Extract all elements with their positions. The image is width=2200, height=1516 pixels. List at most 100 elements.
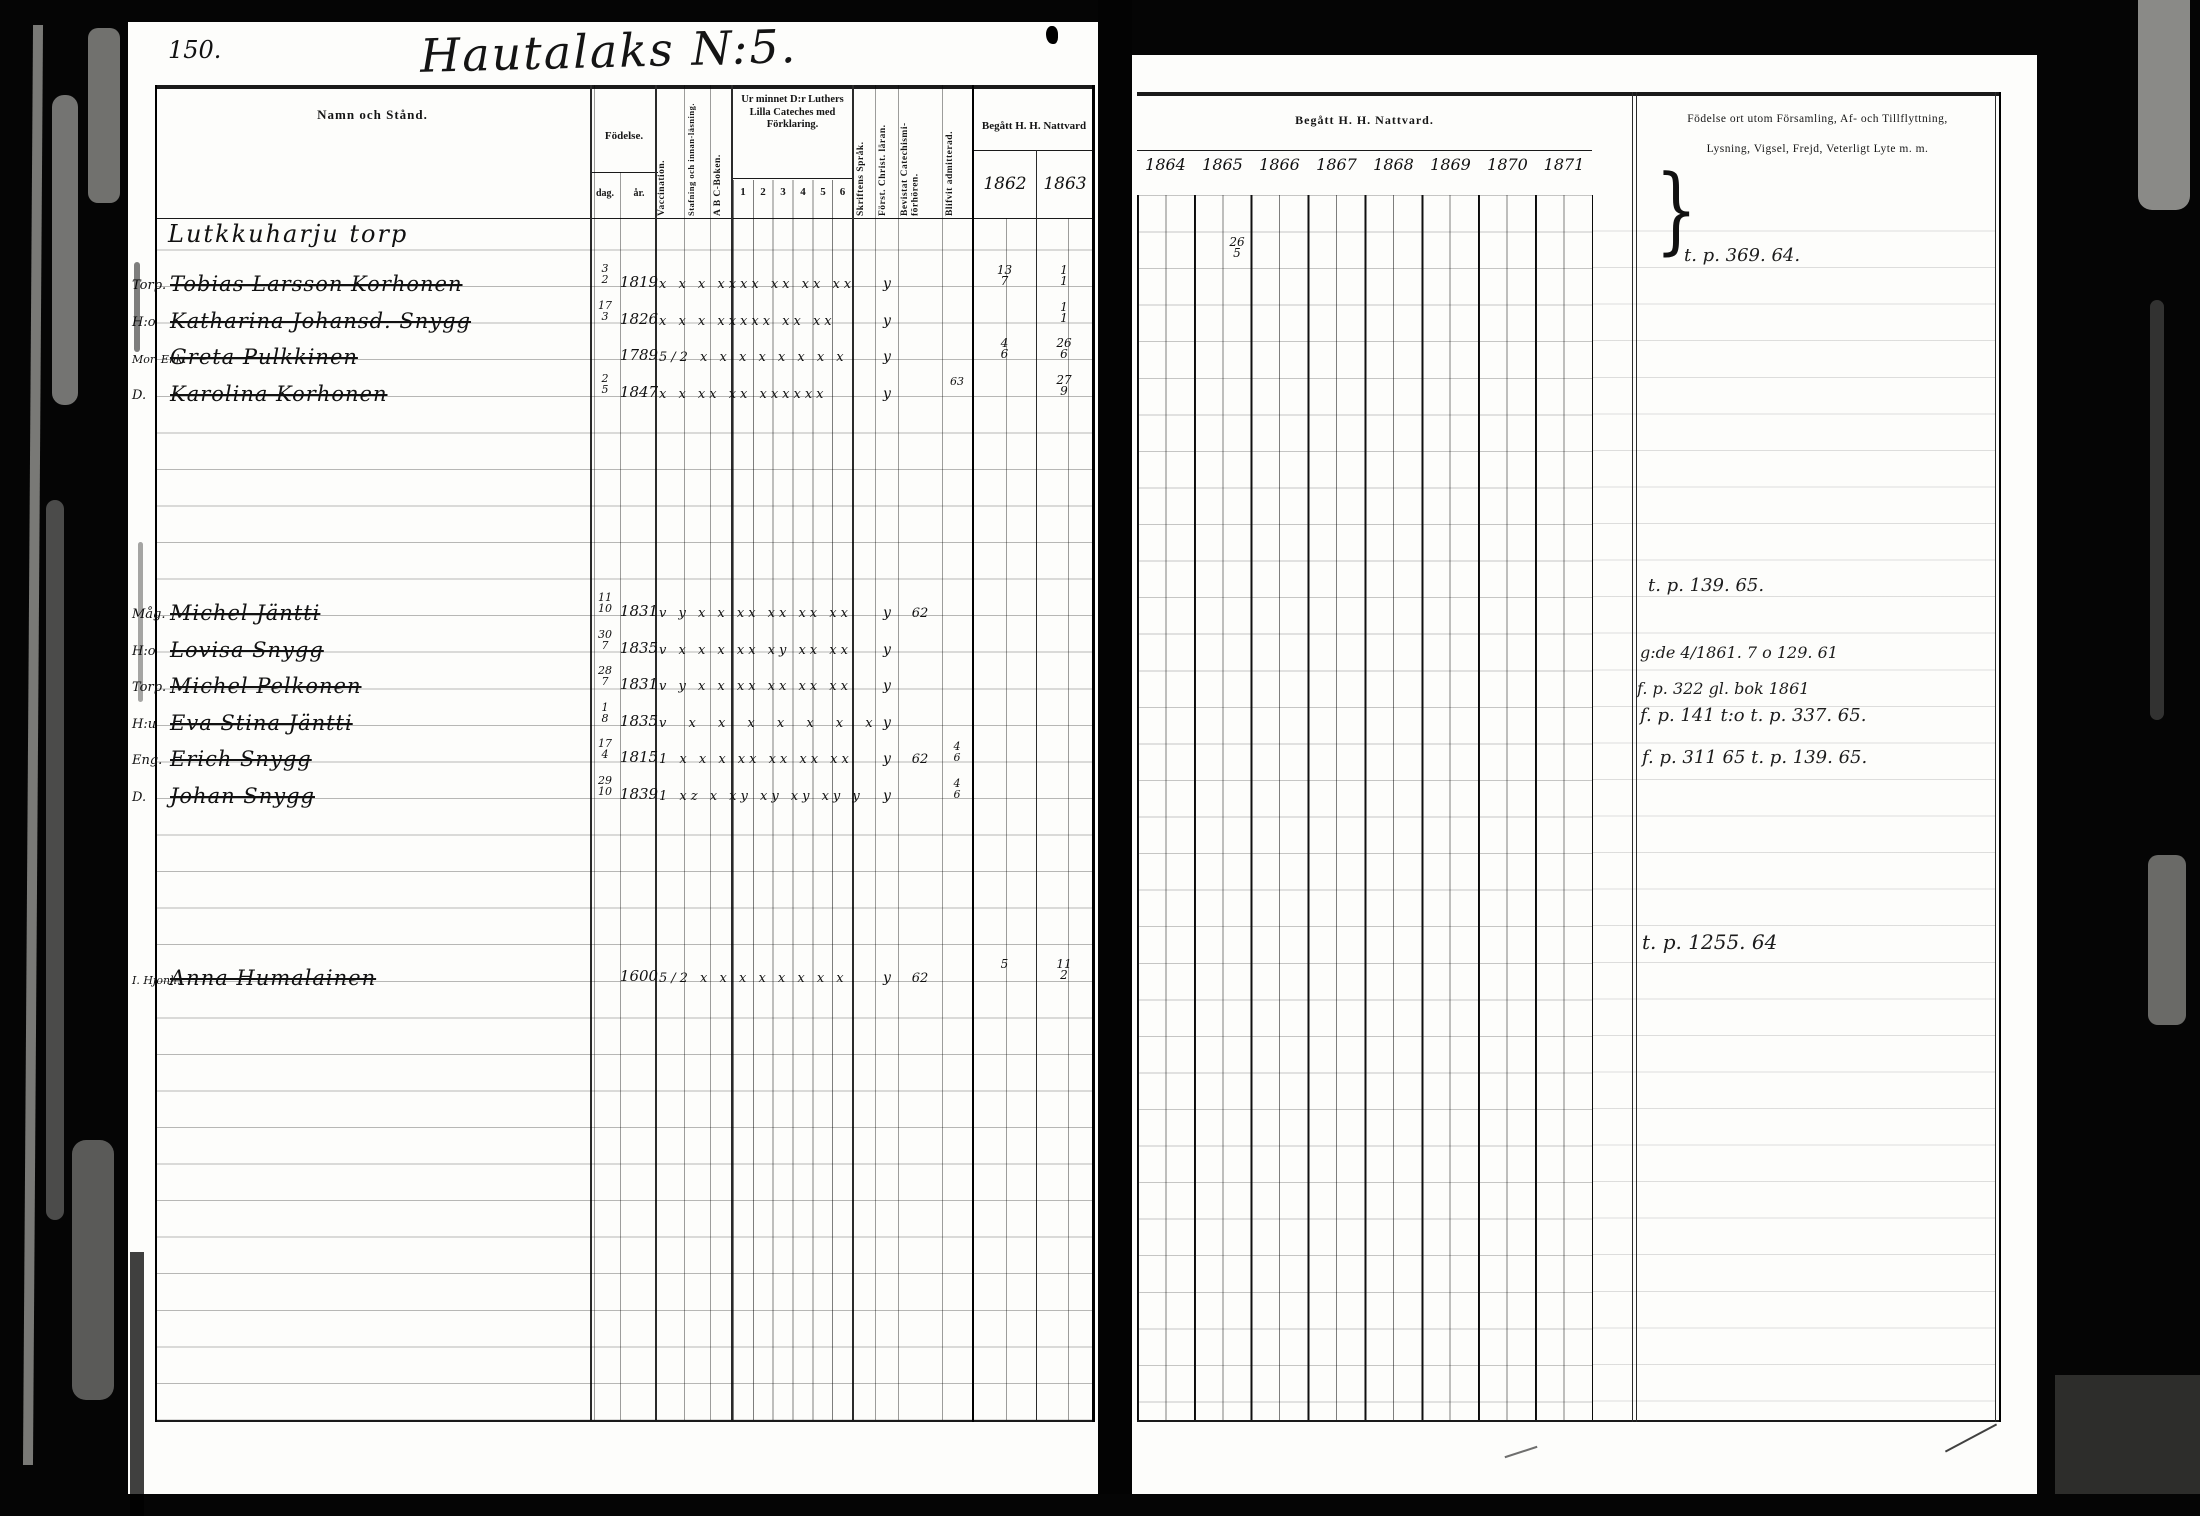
table-row: H:u Eva Stina Jäntti 1 8 1835 v x x x x … [128, 699, 1098, 736]
book-gutter [1098, 0, 1132, 1494]
nattvard-grid [1137, 195, 1593, 1420]
cateches-col-5: 5 [820, 186, 826, 198]
group-brace: } [1655, 155, 1698, 265]
row-birth-year: 1847 [619, 383, 659, 401]
scan-noise [2138, 0, 2190, 210]
left-page: 150. Hautalaks N:5. Namn och Stånd. Föde… [128, 19, 1098, 1516]
table-top-border [1137, 92, 1999, 96]
year-1863: 1863 [1043, 174, 1087, 194]
row-birth-day: 1 8 [601, 701, 609, 725]
scan-noise [2148, 855, 2186, 1025]
year-1870: 1870 [1487, 155, 1528, 174]
row-birth-day: 17 3 [598, 299, 612, 323]
col-rule [620, 172, 621, 1420]
nattvard-underline [1137, 150, 1592, 151]
cateches-col-6: 6 [839, 186, 846, 198]
row-name: Eva Stina Jäntti [170, 711, 353, 735]
row-birth-year: 1815 [619, 748, 659, 766]
header-bottom-rule [155, 218, 1094, 219]
row-forst-mark: y [883, 715, 891, 731]
row-birth-year: 1826 [619, 310, 659, 328]
year-1871: 1871 [1543, 155, 1585, 174]
pen-scratch [1944, 1423, 1998, 1453]
row-birth-year: 1831 [619, 675, 659, 693]
col-rule [684, 85, 685, 1420]
row-name: Erich Snygg [170, 747, 312, 771]
row-forst-mark: y [883, 788, 891, 804]
year-1864: 1864 [1145, 155, 1186, 174]
row-reading-marks: x x xx xx xxxxxx [659, 387, 828, 402]
row-title: H:o [132, 644, 156, 659]
table-row: I. Hjonh. Anna Humalainen 1600 5/2 x x x… [128, 954, 1098, 991]
table-row: Måg. Michel Jäntti 11 10 1831 v y x x xx… [128, 589, 1098, 626]
col-header-nattvard-right: Begått H. H. Nattvard. [1295, 113, 1434, 127]
table-row: Torp. Michel Pelkonen 28 7 1831 v y x x … [128, 662, 1098, 699]
scan-noise [52, 95, 78, 405]
row-title: Eng. [132, 753, 163, 768]
col-rule [1006, 218, 1007, 1420]
fodelse-underline [590, 172, 658, 173]
col-header-nattvard-left: Begått H. H. Nattvard [981, 120, 1087, 132]
row-nattvard-1862: 5 [1000, 957, 1009, 971]
row-forst-mark: y [883, 678, 891, 694]
section-divider [1636, 92, 1637, 1422]
col-rule [655, 85, 657, 1420]
cateches-underline [731, 178, 852, 179]
row-forst-mark: y [883, 349, 891, 365]
col-header-abc: A B C-Boken. [713, 154, 723, 216]
row-name: Lovisa Snygg [170, 638, 324, 662]
row-title: Måg. [132, 607, 166, 622]
row-name: Johan Snygg [170, 784, 315, 808]
row-nattvard-1863: 26 6 [1056, 336, 1072, 361]
annotation: t. p. 369. 64. [1684, 245, 1801, 266]
pen-scratch [1504, 1445, 1538, 1459]
table-right-border [1092, 85, 1095, 1422]
annotation: t. p. 139. 65. [1648, 575, 1765, 596]
row-birth-day: 3 2 [601, 262, 609, 286]
row-birth-day: 2 5 [601, 372, 609, 396]
section-divider [1632, 92, 1633, 1422]
table-right-border [1999, 92, 2001, 1422]
row-name: Greta Pulkkinen [170, 345, 358, 369]
row-admit-mark: 63 [950, 375, 964, 388]
row-nattvard-1862: 13 7 [996, 263, 1013, 288]
table-row: H:o Lovisa Snygg 30 7 1835 v x x x xx xy… [128, 626, 1098, 663]
row-title: Torp. [132, 680, 167, 695]
row-bevistat-mark: 62 [911, 971, 929, 986]
table-row: H:o Katharina Johansd. Snygg 17 3 1826 x… [128, 297, 1098, 334]
col-rule [710, 85, 711, 1420]
table-row: Eng. Erich Snygg 17 4 1815 1 x x x xx xx… [128, 735, 1098, 772]
table-bottom-rule [155, 1420, 1094, 1422]
cateches-col-4: 4 [800, 186, 806, 198]
row-name: Katharina Johansd. Snygg [170, 309, 472, 333]
year-1866: 1866 [1259, 155, 1300, 174]
cateches-col-2: 2 [760, 186, 766, 198]
annotation: f. p. 311 65 t. p. 139. 65. [1642, 747, 1868, 768]
col-header-forst: Först. Christ. läran. [878, 124, 888, 216]
row-nattvard-1862: 4 6 [1000, 336, 1009, 361]
row-name: Karolina Korhonen [170, 382, 388, 406]
right-page: Begått H. H. Nattvard. 1864 1865 1866 18… [1132, 55, 2037, 1494]
row-birth-year: 1835 [619, 712, 659, 730]
col-header-ar: år. [633, 188, 645, 199]
col-rule [590, 85, 592, 1420]
table-right-border [1995, 92, 1996, 1422]
row-birth-day: 30 7 [598, 628, 612, 652]
row-nattvard-1863: 27 9 [1056, 373, 1072, 398]
year-1868: 1868 [1373, 155, 1414, 174]
year-1862: 1862 [983, 174, 1027, 194]
col-header-namn: Namn och Stånd. [317, 107, 428, 122]
row-birth-day: 28 7 [598, 664, 612, 688]
col-rule [898, 85, 899, 1420]
table-row: Mor. Enk. Greta Pulkkinen 1789 5/2 x x x… [128, 333, 1098, 370]
row-birth-year: 1600 [619, 967, 659, 985]
row-reading-marks: v y x x xx xx xx xx [659, 606, 852, 621]
scan-noise [2055, 1375, 2200, 1494]
row-title: H:u [132, 717, 157, 732]
annotation: g:de 4/1861. 7 o 129. 61 [1640, 643, 1838, 662]
col-rule [852, 85, 854, 1420]
cateches-col-1: 1 [740, 186, 746, 198]
col-header-skriftens: Skriftens Språk. [856, 141, 866, 216]
row-title: H:o [132, 315, 156, 330]
col-header-bevistat: Bevistat Catechismi-förhören. [900, 122, 921, 216]
